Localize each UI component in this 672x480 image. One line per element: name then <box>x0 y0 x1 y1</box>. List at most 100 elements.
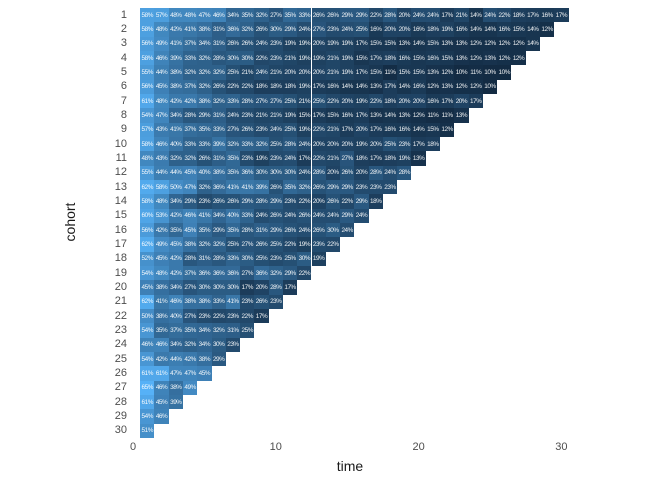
heatmap-cell: 17% <box>368 122 383 137</box>
heatmap-cell: 45% <box>154 79 169 94</box>
heatmap-cell: 20% <box>311 36 326 51</box>
heatmap-cell: 25% <box>282 122 298 137</box>
heatmap-cell: 21% <box>297 94 312 109</box>
heatmap-cell: 17% <box>554 8 569 23</box>
heatmap-cell: 48% <box>154 22 169 37</box>
heatmap-cell: 44% <box>168 352 183 367</box>
heatmap-cell: 42% <box>182 94 198 109</box>
heatmap-cell: 50% <box>140 309 155 324</box>
heatmap-cell: 18% <box>254 79 269 94</box>
heatmap-cell: 17% <box>282 280 298 295</box>
heatmap-cell: 38% <box>168 65 183 80</box>
heatmap-cell: 19% <box>297 122 312 137</box>
heatmap-cell: 26% <box>211 79 226 94</box>
heatmap-cell: 25% <box>268 137 283 152</box>
heatmap-cell: 16% <box>368 22 383 37</box>
heatmap-cell: 13% <box>368 108 383 123</box>
heatmap-cell: 19% <box>254 151 269 166</box>
heatmap-cell: 16% <box>411 79 426 94</box>
heatmap-cell: 55% <box>140 165 155 180</box>
heatmap-cell: 12% <box>468 36 483 51</box>
heatmap-cell: 52% <box>140 251 155 267</box>
heatmap-cell: 54% <box>140 108 155 123</box>
heatmap-cell: 30% <box>197 280 212 295</box>
heatmap-cell: 30% <box>282 165 298 180</box>
heatmap-cell: 15% <box>411 51 426 66</box>
heatmap-cell: 22% <box>211 309 226 324</box>
heatmap-cell: 31% <box>211 151 226 166</box>
y-tick-label: 13 <box>114 180 127 193</box>
heatmap-cell: 28% <box>211 51 226 66</box>
heatmap-cell: 26% <box>225 36 241 51</box>
heatmap-cell: 12% <box>411 108 426 123</box>
heatmap-cell: 47% <box>168 366 183 381</box>
heatmap-cell: 26% <box>254 294 269 310</box>
y-tick-label: 7 <box>120 94 127 107</box>
heatmap-cell: 16% <box>382 122 398 137</box>
heatmap-cell: 20% <box>311 65 326 80</box>
heatmap-cell: 23% <box>240 108 255 123</box>
heatmap-cell: 22% <box>240 309 255 324</box>
heatmap-cell: 40% <box>225 208 241 224</box>
heatmap-cell: 30% <box>254 165 269 180</box>
heatmap-cell: 17% <box>354 36 369 51</box>
heatmap-cell: 37% <box>168 323 183 338</box>
heatmap-cell: 23% <box>282 194 298 209</box>
heatmap-cell: 23% <box>268 36 283 51</box>
heatmap-cell: 58% <box>140 22 155 37</box>
heatmap-cell: 32% <box>211 94 226 109</box>
heatmap-cell: 19% <box>397 151 412 166</box>
heatmap-cell: 49% <box>182 380 198 396</box>
heatmap-cell: 27% <box>225 122 241 137</box>
heatmap-cell: 35% <box>240 8 255 23</box>
x-axis-title: time <box>336 458 364 474</box>
heatmap-cell: 23% <box>368 180 383 195</box>
heatmap-cell: 15% <box>425 122 440 137</box>
heatmap-cell: 24% <box>297 137 312 152</box>
heatmap-cell: 18% <box>382 151 398 166</box>
heatmap-cell: 45% <box>154 395 169 410</box>
heatmap-cell: 32% <box>254 137 269 152</box>
y-tick-label: 20 <box>114 281 127 294</box>
y-tick-label: 10 <box>114 137 127 150</box>
heatmap-cell: 38% <box>182 294 198 310</box>
heatmap-cell: 13% <box>454 51 469 66</box>
heatmap-cell: 20% <box>325 137 341 152</box>
heatmap-cell: 57% <box>154 8 169 23</box>
heatmap-cell: 41% <box>154 294 169 310</box>
heatmap-cell: 22% <box>325 237 341 252</box>
heatmap-cell: 25% <box>282 94 298 109</box>
heatmap-cell: 22% <box>368 8 383 23</box>
heatmap-cell: 20% <box>397 22 412 37</box>
heatmap-cell: 23% <box>254 122 269 137</box>
heatmap-cell: 19% <box>325 36 341 51</box>
heatmap-cell: 28% <box>368 165 383 180</box>
heatmap-cell: 31% <box>254 223 269 238</box>
heatmap-cell: 23% <box>382 180 398 195</box>
heatmap-cell: 14% <box>340 79 355 94</box>
heatmap-cell: 18% <box>425 22 440 37</box>
heatmap-cell: 32% <box>225 137 241 152</box>
y-tick-label: 26 <box>114 367 127 380</box>
heatmap-cell: 33% <box>182 137 198 152</box>
heatmap-cell: 26% <box>225 194 241 209</box>
heatmap-cell: 42% <box>168 22 183 37</box>
heatmap-cell: 24% <box>297 165 312 180</box>
heatmap-cell: 20% <box>354 122 369 137</box>
heatmap-cell: 56% <box>140 36 155 51</box>
heatmap-cell: 19% <box>311 51 326 66</box>
x-tick-label: 0 <box>129 441 137 453</box>
heatmap-cell: 21% <box>268 108 283 123</box>
heatmap-cell: 35% <box>197 122 212 137</box>
heatmap-cell: 61% <box>140 94 155 109</box>
heatmap-cell: 27% <box>240 237 255 252</box>
heatmap-cell: 22% <box>340 194 355 209</box>
heatmap-cell: 50% <box>168 180 183 195</box>
heatmap-cell: 37% <box>182 79 198 94</box>
heatmap-cell: 42% <box>154 352 169 367</box>
heatmap-cell: 14% <box>411 36 426 51</box>
heatmap-cell: 13% <box>482 51 498 66</box>
heatmap-cell: 16% <box>497 22 512 37</box>
heatmap-cell: 10% <box>454 65 469 80</box>
heatmap-cell: 47% <box>182 180 198 195</box>
